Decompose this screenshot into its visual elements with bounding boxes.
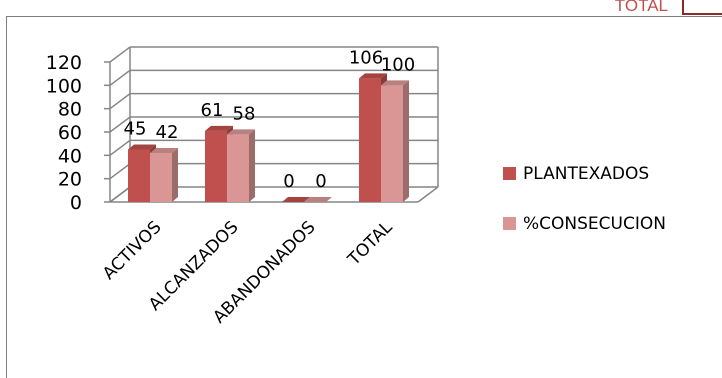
legend-swatch — [503, 167, 516, 180]
header-corner-box — [682, 0, 722, 15]
floor-right-edge — [417, 186, 439, 203]
y-tick-label: 0 — [70, 192, 82, 214]
data-label: 45 — [124, 119, 147, 140]
y-tick-label: 80 — [58, 99, 82, 121]
gridline-diagonal — [109, 46, 131, 63]
legend-label: PLANTEXADOS — [523, 164, 649, 184]
data-label: 58 — [233, 103, 256, 124]
bar-top — [150, 148, 178, 153]
bar-side — [172, 148, 178, 202]
bar-front — [205, 130, 227, 202]
gridline-diagonal — [109, 93, 131, 110]
bar-activos-consecucion — [150, 148, 178, 202]
bar-front — [359, 78, 381, 202]
bar-top — [359, 73, 387, 79]
data-label: 100 — [381, 54, 415, 75]
bar-front — [128, 149, 150, 202]
y-tick-label: 120 — [46, 52, 82, 74]
bar-alcanzados-consecucion — [227, 129, 255, 202]
data-label: 106 — [349, 47, 383, 68]
bar-top — [282, 197, 310, 202]
y-tick-label: 60 — [58, 122, 82, 144]
bar-abandonados-consecucion — [304, 197, 332, 202]
bar-side — [249, 129, 255, 202]
x-tick-label: ACTIVOS — [99, 217, 166, 284]
bar-front — [227, 134, 249, 202]
bar-front — [150, 153, 172, 202]
bar-top — [128, 144, 156, 150]
bar-total-consecucion — [381, 80, 409, 202]
bar-front — [381, 85, 403, 202]
bar-top — [205, 125, 233, 131]
y-tick-label: 40 — [58, 145, 82, 167]
x-tick-label: TOTAL — [344, 217, 397, 270]
bar-side — [403, 80, 409, 202]
y-tick-label: 20 — [58, 169, 82, 191]
bar-top — [381, 80, 409, 86]
gridline-diagonal — [109, 163, 131, 180]
gridline-diagonal — [109, 116, 131, 133]
bar-top — [227, 129, 255, 135]
data-label: 0 — [283, 171, 294, 192]
header-corner-label: TOTAL — [614, 0, 668, 16]
data-label: 42 — [156, 122, 179, 143]
legend-label: %CONSECUCION — [523, 214, 666, 234]
gridline-diagonal — [109, 186, 131, 203]
legend: PLANTEXADOS %CONSECUCION — [503, 164, 666, 234]
gridline-diagonal — [109, 139, 131, 156]
data-label: 61 — [201, 100, 224, 121]
legend-swatch — [503, 217, 516, 230]
gridline-diagonal — [109, 69, 131, 86]
bars — [128, 73, 409, 202]
y-tick-label: 100 — [46, 75, 82, 97]
bar-top — [304, 197, 332, 202]
bar-abandonados-plantexados — [282, 197, 310, 202]
data-label: 0 — [315, 171, 326, 192]
